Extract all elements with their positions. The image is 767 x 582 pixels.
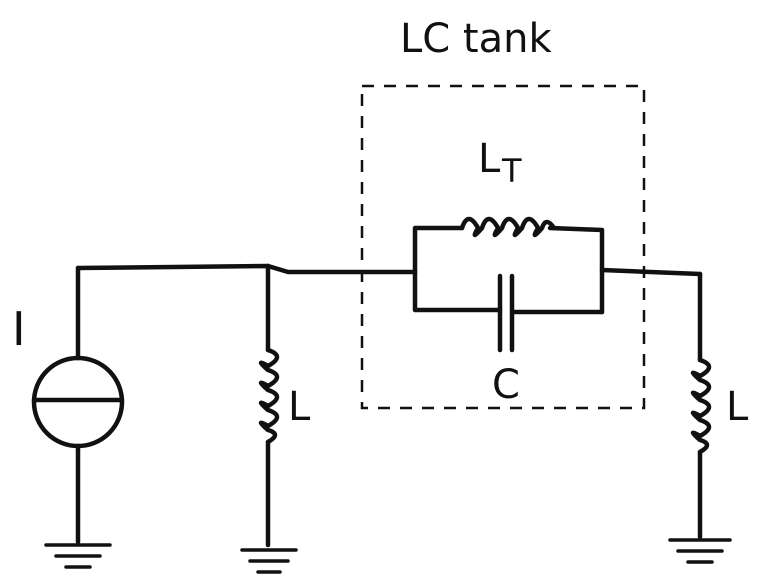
left-inductor-coil bbox=[258, 347, 280, 445]
tank-capacitor bbox=[412, 269, 605, 353]
tank-inductor-label-group: L T bbox=[478, 136, 522, 190]
left-inductor bbox=[240, 263, 298, 574]
tank-inductor-subscript: T bbox=[501, 152, 522, 190]
ground-symbol-left bbox=[240, 548, 298, 574]
ground-symbol-right bbox=[668, 538, 732, 564]
tank-inductor-coil bbox=[459, 216, 557, 238]
right-inductor-coil bbox=[690, 357, 712, 455]
tank-inductor-label: L bbox=[478, 136, 501, 182]
ground-symbol-source bbox=[44, 543, 112, 569]
top-wire-right bbox=[599, 267, 703, 277]
right-inductor-label: L bbox=[726, 384, 749, 430]
lc-tank-boundary bbox=[360, 84, 646, 410]
lc-tank-label: LC tank bbox=[400, 16, 552, 62]
left-inductor-label: L bbox=[288, 384, 311, 430]
current-source bbox=[31, 265, 125, 569]
tank-capacitor-label: C bbox=[492, 362, 520, 408]
top-wire-left bbox=[75, 263, 418, 275]
tank-inductor bbox=[412, 216, 605, 315]
source-label: I bbox=[12, 302, 26, 356]
right-inductor bbox=[668, 271, 732, 564]
